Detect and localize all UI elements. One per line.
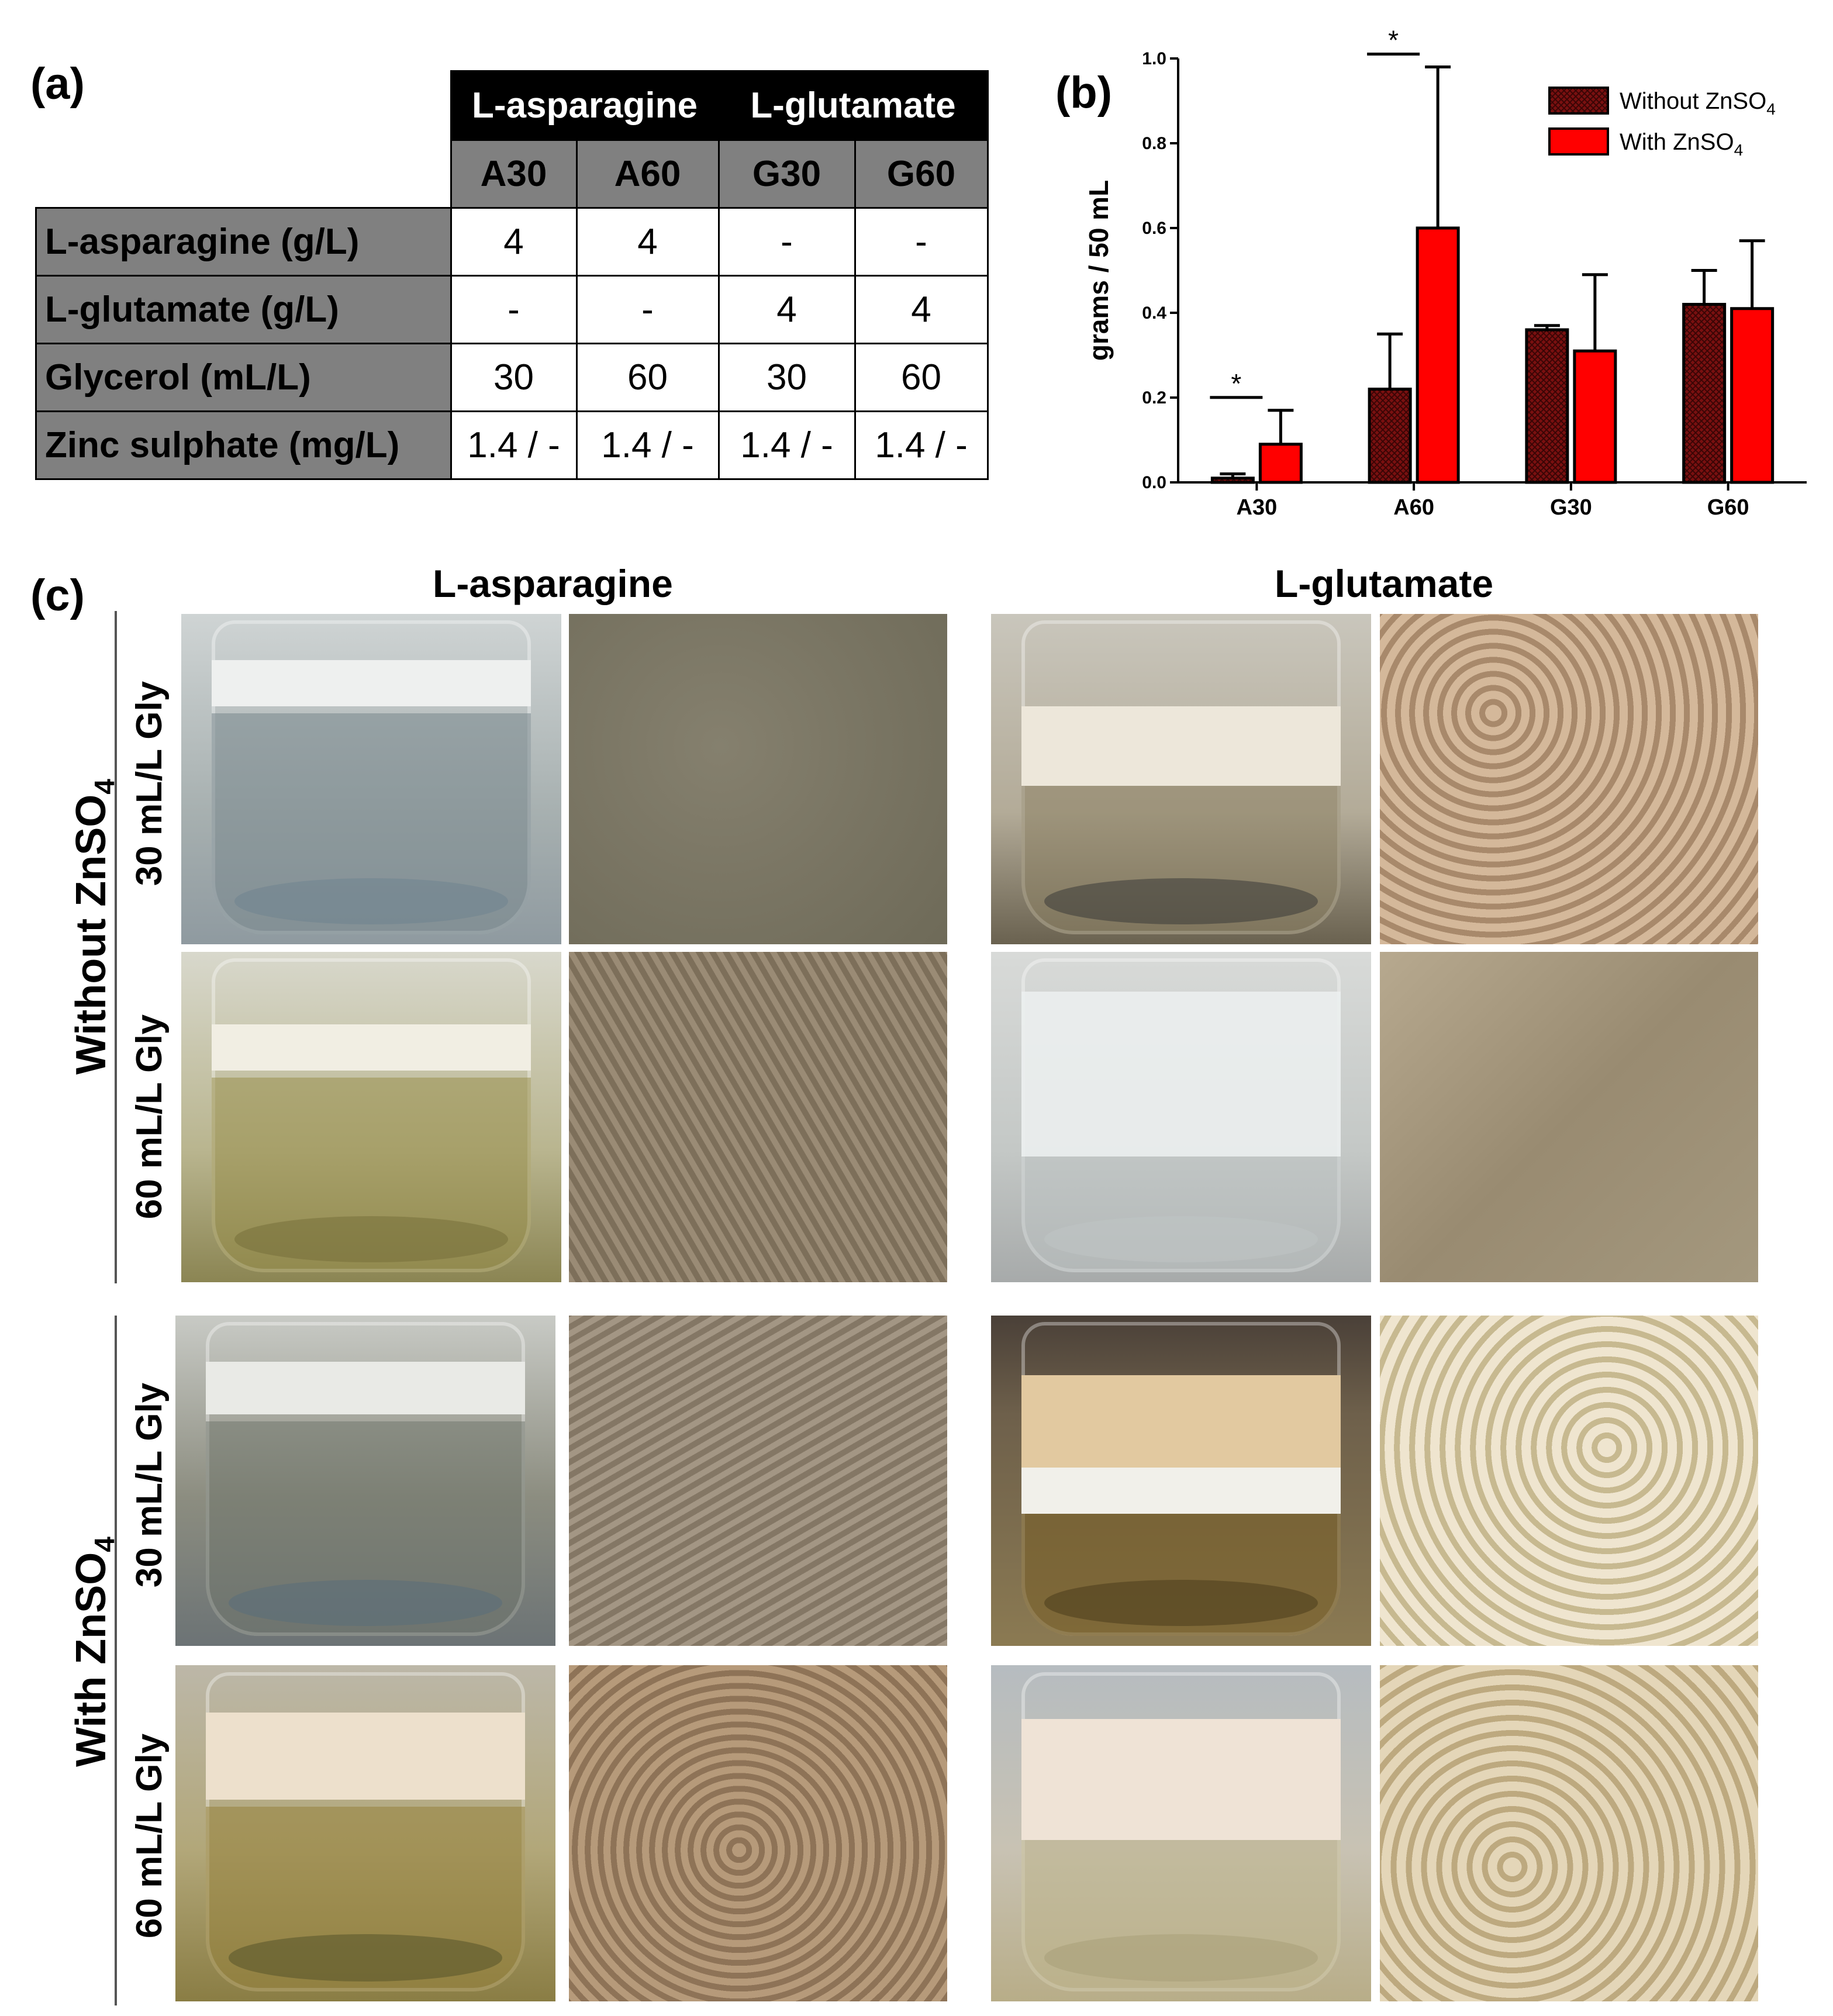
flask-photo <box>991 1665 1371 2001</box>
y-tick-label: 0.2 <box>1142 388 1166 408</box>
group-divider-line <box>115 1316 117 2005</box>
x-tick-label: A60 <box>1393 495 1434 520</box>
table-cell: - <box>575 275 720 344</box>
y-tick-label: 1.0 <box>1142 49 1166 68</box>
row-label-30-gly: 30 mL/L Gly <box>129 1382 170 1588</box>
table-cell: 30 <box>450 343 578 412</box>
bar <box>1416 226 1460 484</box>
table-cell: 4 <box>575 207 720 277</box>
bar <box>1210 477 1255 484</box>
panel-label-c: (c) <box>30 571 85 620</box>
group-divider-line <box>115 611 117 1283</box>
table-cell: 4 <box>854 275 989 344</box>
table-cell: 1.4 / - <box>717 410 856 480</box>
table-corner <box>36 140 451 208</box>
flask-photo <box>991 1316 1371 1646</box>
table-row: Zinc sulphate (mg/L) 1.4 / - 1.4 / - 1.4… <box>35 410 989 480</box>
flask-photo <box>181 614 561 944</box>
table-cell: - <box>450 275 578 344</box>
panel-label-b: (b) <box>1055 68 1113 118</box>
flask-photo <box>175 1665 555 2001</box>
mycelium-closeup-photo <box>569 1665 947 2001</box>
biomass-bar-chart: 0.0 0.2 0.4 0.6 0.8 1.0 grams / 50 mL A30 A60 G30… <box>1083 25 1807 520</box>
legend-label: With ZnSO4 <box>1620 129 1743 159</box>
table-cell: 60 <box>854 343 989 412</box>
bar <box>1258 443 1303 484</box>
legend-subscript: 4 <box>1766 100 1776 118</box>
table-row: L-glutamate (g/L) - - 4 4 <box>35 275 989 344</box>
column-header: G30 <box>717 139 856 209</box>
row-header: L-glutamate (g/L) <box>35 275 452 344</box>
legend-swatch <box>1548 87 1609 115</box>
bar <box>1525 328 1569 484</box>
group-label-without-znso4: Without ZnSO4 <box>68 779 121 1075</box>
row-label-60-gly: 60 mL/L Gly <box>129 1014 170 1220</box>
legend-label: Without ZnSO4 <box>1620 88 1776 118</box>
table-cell: 1.4 / - <box>450 410 578 480</box>
table-row: Glycerol (mL/L) 30 60 30 60 <box>35 343 989 412</box>
table-cell: 30 <box>717 343 856 412</box>
x-tick-label: G60 <box>1707 495 1749 520</box>
y-tick-label: 0.6 <box>1142 219 1166 238</box>
table-cell: - <box>854 207 989 277</box>
significance-label: * <box>1388 25 1399 56</box>
mycelium-closeup-photo <box>1380 1316 1758 1646</box>
column-title-asparagine: L-asparagine <box>433 562 673 605</box>
row-header: Glycerol (mL/L) <box>35 343 452 412</box>
y-tick-label: 0.4 <box>1142 303 1166 323</box>
x-tick-label: G30 <box>1550 495 1592 520</box>
flask-photo <box>991 952 1371 1282</box>
mycelium-closeup-photo <box>1380 614 1758 944</box>
flask-photo <box>175 1316 555 1646</box>
table-cell: - <box>717 207 856 277</box>
y-tick-label: 0.8 <box>1142 134 1166 153</box>
table-cell: 4 <box>450 207 578 277</box>
column-title-glutamate: L-glutamate <box>1275 562 1494 605</box>
mycelium-closeup-photo <box>569 952 947 1282</box>
column-header: A60 <box>575 139 720 209</box>
row-header: Zinc sulphate (mg/L) <box>35 410 452 480</box>
group-header-glutamate: L-glutamate <box>717 70 989 141</box>
media-composition-table: L-asparagine L-glutamate A30 A60 G30 G60… <box>35 70 989 480</box>
table-cell: 1.4 / - <box>575 410 720 480</box>
mycelium-closeup-photo <box>569 614 947 944</box>
flask-photo <box>181 952 561 1282</box>
column-header: G60 <box>854 139 989 209</box>
table-corner <box>36 71 451 140</box>
table-row: L-asparagine (g/L) 4 4 - - <box>35 207 989 277</box>
legend-swatch <box>1548 127 1609 156</box>
flask-photo <box>991 614 1371 944</box>
group-label-with-znso4: With ZnSO4 <box>68 1537 121 1767</box>
mycelium-closeup-photo <box>1380 952 1758 1282</box>
mycelium-closeup-photo <box>569 1316 947 1646</box>
group-header-asparagine: L-asparagine <box>450 70 720 141</box>
y-axis-label: grams / 50 mL <box>1083 180 1114 361</box>
table-cell: 60 <box>575 343 720 412</box>
row-label-30-gly: 30 mL/L Gly <box>129 681 170 886</box>
panel-label-a: (a) <box>30 59 85 109</box>
mycelium-closeup-photo <box>1380 1665 1758 2001</box>
legend-subscript: 4 <box>1734 141 1744 159</box>
bar <box>1368 388 1412 484</box>
table-cell: 4 <box>717 275 856 344</box>
bar <box>1682 303 1727 484</box>
y-tick-label: 0.0 <box>1142 473 1166 492</box>
row-label-60-gly: 60 mL/L Gly <box>129 1733 170 1939</box>
significance-label: * <box>1231 368 1241 399</box>
column-header: A30 <box>450 139 578 209</box>
bar <box>1730 307 1775 484</box>
table-cell: 1.4 / - <box>854 410 989 480</box>
row-header: L-asparagine (g/L) <box>35 207 452 277</box>
bar <box>1573 349 1617 484</box>
x-tick-label: A30 <box>1237 495 1278 520</box>
